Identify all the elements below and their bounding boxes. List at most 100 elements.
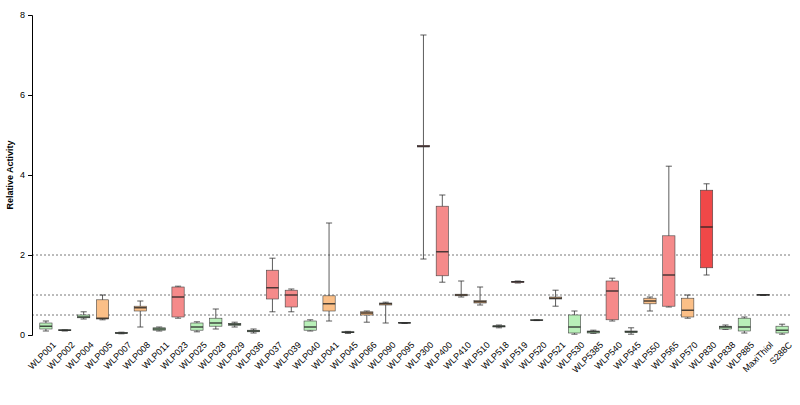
box bbox=[342, 331, 354, 333]
chart: 02468Relative ActivityWLP001WLP002WLP004… bbox=[0, 0, 800, 405]
box-plot bbox=[682, 295, 694, 318]
whisker-cap-max bbox=[571, 311, 577, 312]
y-tick: 8 bbox=[20, 10, 32, 20]
box-plot bbox=[59, 330, 71, 331]
median bbox=[512, 281, 524, 282]
whisker-cap-max bbox=[175, 286, 181, 287]
median bbox=[663, 274, 675, 275]
box-plot bbox=[323, 223, 335, 321]
box bbox=[587, 331, 599, 333]
whisker-cap-max bbox=[553, 290, 559, 291]
median bbox=[738, 326, 750, 327]
box-plot bbox=[134, 301, 146, 327]
whisker-cap-max bbox=[250, 329, 256, 330]
whisker-cap-max bbox=[156, 327, 162, 328]
median bbox=[59, 330, 71, 331]
box bbox=[134, 306, 146, 311]
whisker-cap-min bbox=[156, 331, 162, 332]
median bbox=[96, 318, 108, 319]
box bbox=[455, 294, 467, 296]
box bbox=[247, 330, 259, 332]
box-plot bbox=[719, 325, 731, 329]
box-plot bbox=[474, 287, 486, 305]
reference-line bbox=[32, 315, 792, 316]
box-plot bbox=[78, 312, 90, 319]
whisker-cap-min bbox=[364, 322, 370, 323]
x-tick: MaxiThiol bbox=[741, 335, 775, 374]
whisker-cap-max bbox=[43, 321, 49, 322]
median bbox=[587, 331, 599, 332]
box-plot bbox=[587, 330, 599, 333]
median bbox=[549, 298, 561, 299]
whisker-cap-max bbox=[647, 297, 653, 298]
whisker-cap-min bbox=[213, 329, 219, 330]
whisker-cap-max bbox=[741, 317, 747, 318]
whisker-cap-min bbox=[307, 331, 313, 332]
whisker-cap-min bbox=[628, 334, 634, 335]
whisker-cap-min bbox=[477, 305, 483, 306]
box bbox=[682, 298, 694, 317]
whisker bbox=[385, 302, 386, 323]
whisker-cap-max bbox=[439, 195, 445, 196]
whisker-cap-min bbox=[175, 318, 181, 319]
whisker-cap-max bbox=[722, 325, 728, 326]
whisker-cap-min bbox=[383, 323, 389, 324]
median bbox=[361, 312, 373, 313]
y-tick-label: 2 bbox=[20, 250, 25, 260]
box bbox=[719, 326, 731, 329]
x-tick: S288C bbox=[768, 335, 795, 366]
whisker-cap-min bbox=[326, 321, 332, 322]
y-tick-label: 8 bbox=[20, 10, 25, 20]
whisker-cap-max bbox=[477, 287, 483, 288]
median bbox=[380, 303, 392, 304]
whisker-cap-max bbox=[194, 321, 200, 322]
whisker-cap-max bbox=[779, 324, 785, 325]
box bbox=[78, 315, 90, 318]
box bbox=[700, 190, 712, 268]
whisker-cap-min bbox=[609, 321, 615, 322]
median bbox=[644, 300, 656, 301]
median bbox=[625, 331, 637, 332]
whisker-cap-max bbox=[81, 311, 87, 312]
median bbox=[474, 301, 486, 302]
box bbox=[549, 297, 561, 299]
median bbox=[115, 332, 127, 333]
box bbox=[304, 321, 316, 330]
whisker-cap-min bbox=[704, 275, 710, 276]
x-axis: WLP001WLP002WLP004WLP005WLP007WLP008WLP0… bbox=[26, 335, 794, 375]
median bbox=[398, 322, 410, 323]
boxes bbox=[40, 35, 788, 334]
median bbox=[266, 287, 278, 288]
box-plot bbox=[380, 302, 392, 323]
whisker-cap-max bbox=[307, 319, 313, 320]
box-plot bbox=[115, 332, 127, 334]
median bbox=[78, 316, 90, 317]
whisker-cap-max bbox=[609, 278, 615, 279]
box-plot bbox=[531, 319, 543, 321]
whisker-cap-max bbox=[232, 322, 238, 323]
median bbox=[719, 326, 731, 327]
whisker-cap-min bbox=[571, 334, 577, 335]
median bbox=[493, 326, 505, 327]
y-tick-mark bbox=[28, 95, 32, 96]
median bbox=[210, 322, 222, 323]
box bbox=[380, 303, 392, 305]
whisker-cap-min bbox=[345, 333, 351, 334]
median bbox=[757, 294, 769, 295]
median bbox=[323, 303, 335, 304]
median bbox=[40, 326, 52, 327]
box-plot bbox=[96, 295, 108, 320]
box-plot bbox=[172, 286, 184, 318]
y-tick-mark bbox=[28, 255, 32, 256]
box bbox=[172, 287, 184, 317]
whisker-cap-min bbox=[458, 297, 464, 298]
box bbox=[153, 328, 165, 330]
whisker-cap-max bbox=[137, 301, 143, 302]
median bbox=[229, 324, 241, 325]
whisker-cap-min bbox=[250, 333, 256, 334]
box-plot bbox=[436, 195, 448, 282]
box-plot bbox=[568, 311, 580, 334]
whisker-cap-max bbox=[420, 35, 426, 36]
y-tick-label: 0 bbox=[20, 330, 25, 340]
y-tick: 6 bbox=[20, 90, 32, 100]
